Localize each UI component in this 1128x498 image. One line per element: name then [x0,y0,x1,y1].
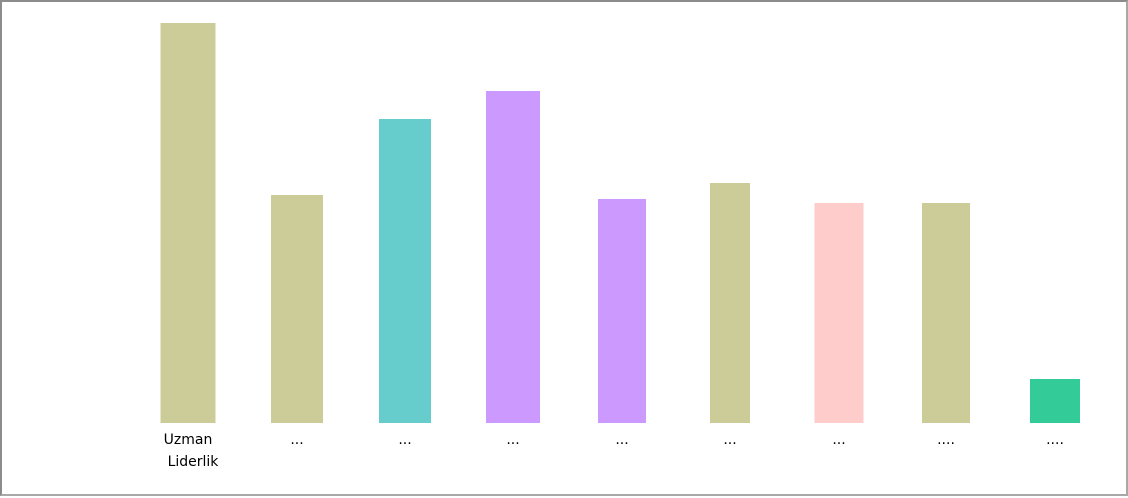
bar-4 [486,91,540,423]
x-tick-label-4: ... [506,432,519,448]
bar-7 [814,203,864,423]
x-tick-label-6: ... [723,432,736,448]
x-tick-label-8: .... [937,432,955,448]
bar-9 [1030,379,1080,423]
x-tick-label-1-line-1: Uzman [164,432,213,448]
bar-5 [598,199,646,423]
bar-3 [379,119,431,423]
x-tick-label-7: ... [832,432,845,448]
bar-1 [160,23,216,423]
bar-8 [922,203,970,423]
x-tick-label-5: ... [615,432,628,448]
bar-2 [271,195,323,423]
x-tick-label-3: ... [398,432,411,448]
x-tick-label-1-line-2: Liderlik [168,454,220,470]
x-tick-label-9: .... [1046,432,1064,448]
bar-6 [710,183,750,423]
x-tick-label-2: ... [290,432,303,448]
